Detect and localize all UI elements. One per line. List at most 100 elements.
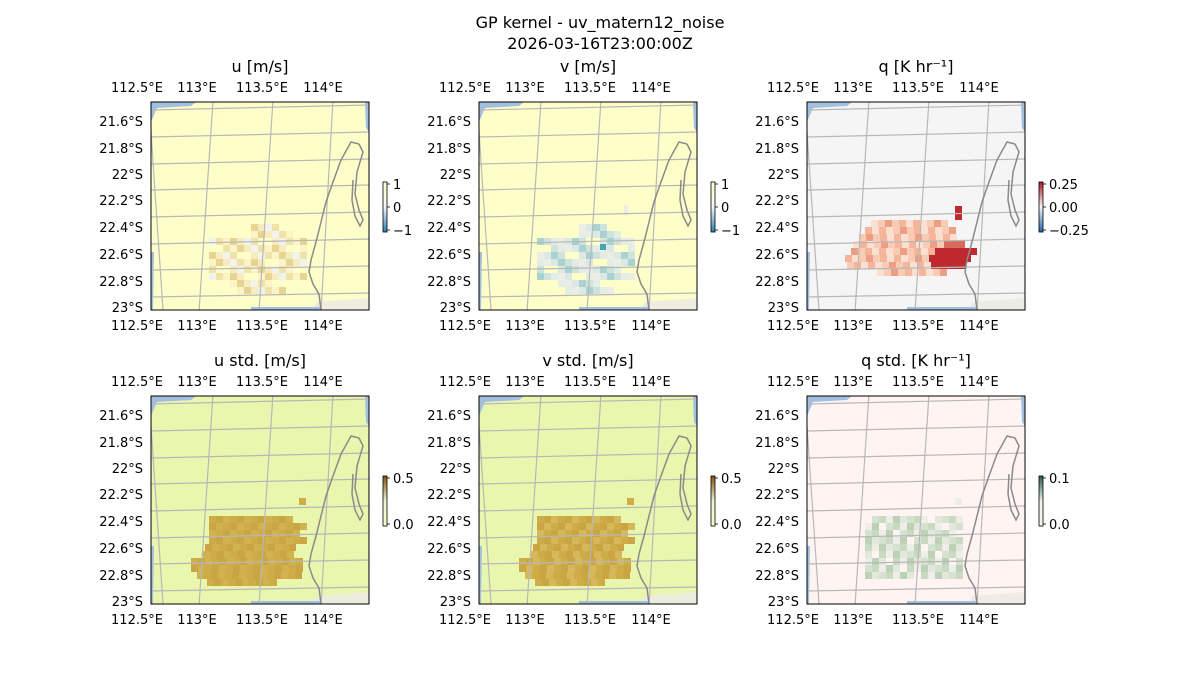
- tick-label-left: 23°S: [768, 301, 799, 316]
- map-frame: [806, 101, 1026, 311]
- data-cell: [893, 227, 900, 234]
- colorbar-tick-label: 0.0: [721, 518, 742, 533]
- ocean-edge-bottom: [907, 307, 977, 310]
- data-cell: [544, 523, 551, 530]
- data-cell: [293, 530, 300, 537]
- data-cell: [875, 262, 882, 269]
- data-cell: [921, 523, 928, 530]
- data-cell: [935, 227, 942, 234]
- data-cell: [866, 255, 873, 262]
- data-cell: [935, 537, 942, 544]
- data-cell: [865, 544, 872, 551]
- data-cell: [551, 259, 558, 266]
- data-cell: [265, 516, 272, 523]
- data-cell: [217, 551, 224, 558]
- data-cell: [928, 523, 935, 530]
- data-cell: [191, 558, 198, 565]
- data-cell: [228, 579, 235, 586]
- tick-label-left: 22°S: [112, 168, 143, 183]
- gridline-parallel: [479, 131, 697, 138]
- data-cell: [922, 234, 929, 241]
- gridline-parallel: [807, 104, 1025, 111]
- data-cell: [866, 234, 873, 241]
- data-cell: [895, 241, 902, 248]
- gridline-parallel: [807, 292, 1025, 298]
- data-cell: [921, 248, 928, 255]
- gridline-parallel: [479, 104, 697, 111]
- data-cell: [956, 537, 963, 544]
- data-cell: [887, 234, 894, 241]
- data-cell: [900, 537, 907, 544]
- data-cell: [272, 516, 279, 523]
- data-cell: [614, 238, 621, 245]
- data-cell: [554, 558, 561, 565]
- data-cell: [230, 280, 237, 287]
- data-cell: [251, 280, 258, 287]
- data-cell: [265, 287, 272, 294]
- data-cell: [900, 558, 907, 565]
- tick-label-top: 112.5°E: [767, 375, 819, 390]
- data-cell: [226, 565, 233, 572]
- figure-title: GP kernel - uv_matern12_noise: [476, 13, 725, 33]
- data-cell: [265, 245, 272, 252]
- data-cell: [929, 234, 936, 241]
- data-cell: [628, 523, 635, 530]
- data-cell: [279, 259, 286, 266]
- gridline-meridian: [648, 102, 662, 310]
- gridline-parallel: [807, 478, 1025, 485]
- data-cell: [252, 551, 259, 558]
- data-cell: [610, 565, 617, 572]
- data-cell: [859, 255, 866, 262]
- data-cell: [249, 579, 256, 586]
- map-area: [151, 396, 369, 604]
- data-cell: [900, 530, 907, 537]
- data-cell: [239, 572, 246, 579]
- land-patch: [640, 592, 697, 604]
- data-cell: [621, 252, 628, 259]
- data-cell: [589, 565, 596, 572]
- data-cell: [224, 551, 231, 558]
- data-cell: [942, 516, 949, 523]
- data-cell: [251, 224, 258, 231]
- data-cell: [551, 530, 558, 537]
- data-cell: [600, 224, 607, 231]
- data-cell: [293, 537, 300, 544]
- data-cell: [914, 248, 921, 255]
- data-cell: [216, 273, 223, 280]
- data-cell: [872, 537, 879, 544]
- data-cell: [882, 262, 889, 269]
- data-cell: [240, 565, 247, 572]
- data-cell: [573, 551, 580, 558]
- data-cell: [210, 551, 217, 558]
- data-cell: [565, 537, 572, 544]
- tick-label-left: 21.8°S: [755, 142, 799, 157]
- coastline-peninsula: [679, 143, 692, 228]
- data-cell: [924, 262, 931, 269]
- map-area: [807, 396, 1025, 604]
- data-cell: [865, 227, 872, 234]
- data-cell: [216, 516, 223, 523]
- colorbar-tick-label: 0.00: [1049, 201, 1078, 216]
- data-cell: [230, 238, 237, 245]
- panel-title: q [K hr⁻¹]: [879, 57, 954, 76]
- colorbar-tick-label: −1: [721, 224, 740, 239]
- data-cell: [572, 287, 579, 294]
- data-cell: [593, 516, 600, 523]
- gridline-meridian: [586, 396, 602, 604]
- data-cell: [879, 516, 886, 523]
- data-cell: [559, 551, 566, 558]
- data-cell: [209, 259, 216, 266]
- data-cell: [223, 523, 230, 530]
- data-cell: [286, 238, 293, 245]
- data-cell: [265, 266, 272, 273]
- colorbar-tick-label: 0.25: [1049, 178, 1078, 193]
- data-cell: [251, 259, 258, 266]
- tick-label-left: 22.8°S: [99, 275, 143, 290]
- data-cell: [572, 537, 579, 544]
- data-cell: [607, 252, 614, 259]
- data-cell: [872, 530, 879, 537]
- data-cell: [917, 262, 924, 269]
- data-cell: [223, 259, 230, 266]
- data-cell: [251, 523, 258, 530]
- gridlines: [479, 102, 697, 310]
